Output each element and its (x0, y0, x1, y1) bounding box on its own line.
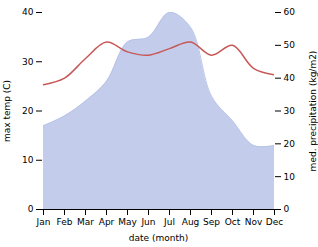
svg-text:max temp (C): max temp (C) (2, 80, 12, 142)
svg-text:Nov: Nov (245, 217, 263, 227)
svg-text:Apr: Apr (99, 217, 115, 227)
svg-text:30: 30 (284, 106, 296, 116)
svg-text:0: 0 (28, 204, 34, 214)
svg-text:20: 20 (284, 139, 296, 149)
svg-text:40: 40 (22, 7, 34, 17)
svg-text:date (month): date (month) (129, 233, 188, 243)
svg-text:med. precipitation (kg/m2): med. precipitation (kg/m2) (308, 51, 318, 172)
svg-text:40: 40 (284, 73, 296, 83)
svg-text:Dec: Dec (266, 217, 283, 227)
svg-text:Feb: Feb (57, 217, 73, 227)
svg-text:30: 30 (22, 57, 34, 67)
svg-text:10: 10 (284, 172, 296, 182)
svg-text:60: 60 (284, 7, 296, 17)
svg-text:May: May (118, 217, 137, 227)
svg-text:10: 10 (22, 155, 34, 165)
svg-text:20: 20 (22, 106, 34, 116)
svg-text:Oct: Oct (225, 217, 241, 227)
svg-text:Jul: Jul (163, 217, 175, 227)
svg-text:50: 50 (284, 40, 296, 50)
svg-text:0: 0 (284, 204, 290, 214)
svg-text:Sep: Sep (203, 217, 220, 227)
svg-text:Jun: Jun (140, 217, 155, 227)
svg-text:Aug: Aug (182, 217, 200, 227)
svg-text:Mar: Mar (77, 217, 94, 227)
svg-text:Jan: Jan (36, 217, 51, 227)
